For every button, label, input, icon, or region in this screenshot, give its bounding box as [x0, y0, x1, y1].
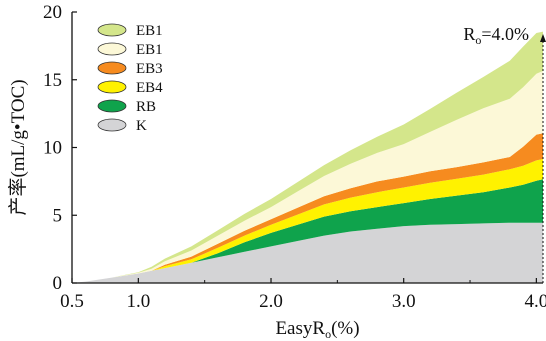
- x-ticks: 0.5 1.0 2.0 3.0 4.0: [60, 278, 546, 312]
- y-axis-title: 产率(mL/g•TOC): [7, 79, 29, 215]
- stacked-areas: [72, 31, 543, 284]
- legend-swatch: [97, 61, 127, 75]
- ro-label-sub: o: [475, 33, 481, 47]
- ro-label: Ro=4.0%: [463, 24, 529, 47]
- y-tick-label: 0: [53, 273, 63, 294]
- y-ticks: 0 5 10 15 20: [43, 2, 77, 294]
- area-series-0: [72, 222, 543, 283]
- legend-swatch: [97, 23, 127, 37]
- y-tick-label: 15: [43, 70, 62, 91]
- legend-swatch: [97, 42, 127, 56]
- x-tick-label: 4.0: [524, 291, 546, 312]
- legend-label: K: [136, 118, 147, 134]
- legend-swatch: [97, 118, 127, 132]
- area-series-1: [72, 179, 543, 283]
- ro-label-value: =4.0%: [481, 24, 529, 44]
- ro-label-main: R: [463, 24, 475, 44]
- legend-label: EB1: [136, 42, 163, 58]
- ro-annotation: Ro=4.0%: [463, 24, 546, 283]
- legend-label: EB3: [136, 61, 163, 77]
- x-tick-label: 1.0: [126, 291, 150, 312]
- legend: EB1 EB1 EB3 EB4 RB K: [97, 23, 163, 134]
- y-tick-label: 10: [43, 138, 62, 159]
- legend-swatch: [97, 99, 127, 113]
- area-series-2: [72, 159, 543, 283]
- legend-label: RB: [136, 99, 156, 115]
- x-tick-label: 0.5: [60, 291, 84, 312]
- legend-swatch: [97, 80, 127, 94]
- area-series-3: [72, 133, 543, 283]
- x-tick-label: 3.0: [392, 291, 416, 312]
- x-axis-title-sub: o: [325, 327, 331, 341]
- x-axis-title-suffix: (%): [331, 318, 359, 339]
- x-axis-title: EasyRo(%): [275, 318, 359, 341]
- legend-label: EB4: [136, 80, 163, 96]
- x-axis-title-main: EasyR: [275, 318, 325, 339]
- legend-label: EB1: [136, 23, 163, 39]
- x-tick-label: 2.0: [259, 291, 283, 312]
- y-tick-label: 5: [53, 205, 63, 226]
- ro-marker-arrowhead: [540, 34, 546, 42]
- y-tick-label: 20: [43, 2, 62, 23]
